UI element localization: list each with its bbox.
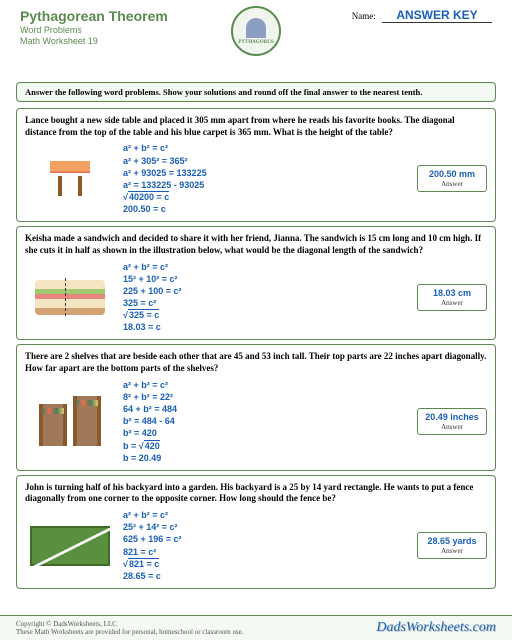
answer-label: Answer (424, 423, 480, 431)
answer-label: Answer (424, 547, 480, 555)
solution-work: a² + b² = c²8² + b² = 22²64 + b² = 484b²… (123, 379, 409, 464)
answer-label: Answer (424, 299, 480, 307)
answer-box: 20.49 inchesAnswer (417, 408, 487, 435)
solution-work: a² + b² = c²a² + 305² = 365²a² + 93025 =… (123, 142, 409, 215)
answer-box: 18.03 cmAnswer (417, 284, 487, 311)
title-block: Pythagorean Theorem Word Problems Math W… (20, 8, 256, 46)
solution-work: a² + b² = c²25² + 14² = c²625 + 196 = c²… (123, 509, 409, 582)
problem-text: Keisha made a sandwich and decided to sh… (25, 233, 487, 256)
answer-value: 20.49 inches (424, 412, 480, 422)
problem-body: a² + b² = c²15² + 10² = c²225 + 100 = c²… (25, 261, 487, 334)
illustration-shelves (25, 394, 115, 449)
problem-body: a² + b² = c²8² + b² = 22²64 + b² = 484b²… (25, 379, 487, 464)
main-title: Pythagorean Theorem (20, 8, 256, 24)
problem-3: There are 2 shelves that are beside each… (16, 344, 496, 470)
problem-text: There are 2 shelves that are beside each… (25, 351, 487, 374)
problem-4: John is turning half of his backyard int… (16, 475, 496, 589)
problem-1: Lance bought a new side table and placed… (16, 108, 496, 222)
answer-value: 28.65 yards (424, 536, 480, 546)
worksheet-header: Pythagorean Theorem Word Problems Math W… (0, 0, 512, 50)
copyright-line2: These Math Worksheets are provided for p… (16, 628, 244, 636)
copyright-line1: Copyright © DadsWorksheets, LLC (16, 620, 244, 628)
problem-body: a² + b² = c²25² + 14² = c²625 + 196 = c²… (25, 509, 487, 582)
logo-label: PYTHAGORUS (238, 40, 273, 45)
answer-label: Answer (424, 180, 480, 188)
name-label: Name: (352, 11, 376, 21)
answer-box: 200.50 mmAnswer (417, 165, 487, 192)
problem-2: Keisha made a sandwich and decided to sh… (16, 226, 496, 340)
problem-body: a² + b² = c²a² + 305² = 365²a² + 93025 =… (25, 142, 487, 215)
answer-box: 28.65 yardsAnswer (417, 532, 487, 559)
answer-value: 18.03 cm (424, 288, 480, 298)
name-block: Name: ANSWER KEY (256, 8, 492, 46)
illustration-yard (25, 518, 115, 573)
solution-work: a² + b² = c²15² + 10² = c²225 + 100 = c²… (123, 261, 409, 334)
pythagoras-icon (246, 18, 266, 38)
name-line: ANSWER KEY (382, 8, 492, 23)
answer-key-text: ANSWER KEY (396, 8, 477, 22)
site-name: DadsWorksheets.com (376, 620, 496, 636)
copyright-block: Copyright © DadsWorksheets, LLC These Ma… (16, 620, 244, 636)
footer: Copyright © DadsWorksheets, LLC These Ma… (0, 615, 512, 640)
instructions: Answer the following word problems. Show… (16, 82, 496, 102)
problem-text: John is turning half of his backyard int… (25, 482, 487, 505)
illustration-table (25, 151, 115, 206)
answer-value: 200.50 mm (424, 169, 480, 179)
problem-text: Lance bought a new side table and placed… (25, 115, 487, 138)
pythagoras-logo: PYTHAGORUS (231, 6, 281, 56)
subtitle-2: Math Worksheet 19 (20, 36, 256, 46)
illustration-sandwich (25, 270, 115, 325)
subtitle-1: Word Problems (20, 25, 256, 35)
